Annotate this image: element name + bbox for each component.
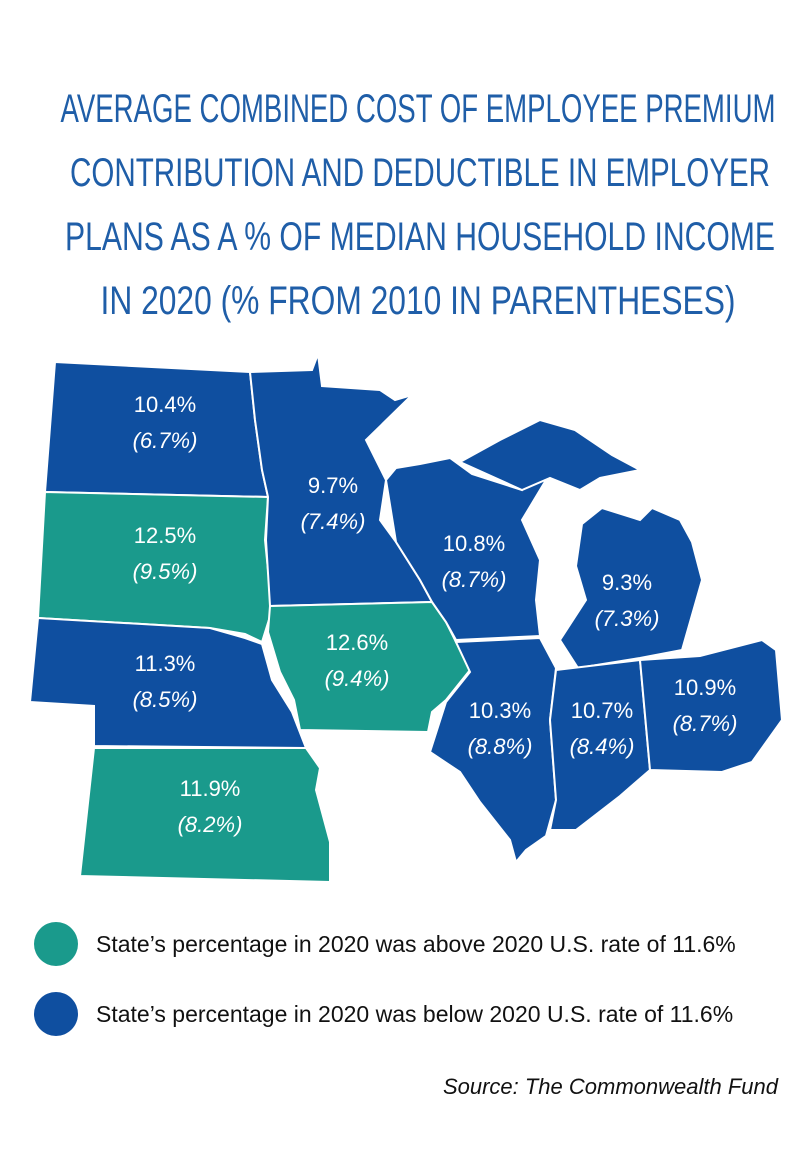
state-value-2020: 10.7% bbox=[571, 698, 633, 723]
state-value-2010: (6.7%) bbox=[133, 428, 198, 453]
state-shape bbox=[384, 456, 548, 642]
state-value-2010: (9.5%) bbox=[133, 559, 198, 584]
state-value-2010: (7.3%) bbox=[595, 606, 660, 631]
state-value-2010: (7.4%) bbox=[301, 509, 366, 534]
state-shape bbox=[638, 638, 784, 774]
title-line: AVERAGE COMBINED COST OF EMPLOYEE PREMIU… bbox=[61, 87, 776, 131]
state-value-2020: 9.3% bbox=[602, 570, 652, 595]
state-value-2010: (8.7%) bbox=[673, 711, 738, 736]
state-value-2020: 10.4% bbox=[134, 392, 196, 417]
state-value-2010: (8.5%) bbox=[133, 687, 198, 712]
state-shape bbox=[248, 353, 434, 608]
state-shape bbox=[28, 616, 308, 750]
title-line: PLANS AS A % OF MEDIAN HOUSEHOLD INCOME bbox=[65, 215, 775, 259]
legend-swatch bbox=[34, 922, 78, 966]
legend-swatch bbox=[34, 992, 78, 1036]
state-value-2010: (8.8%) bbox=[468, 734, 533, 759]
legend-label: State’s percentage in 2020 was above 202… bbox=[96, 931, 736, 957]
state-value-2010: (8.7%) bbox=[442, 567, 507, 592]
source: Source: The Commonwealth Fund bbox=[443, 1074, 779, 1099]
state-value-2010: (9.4%) bbox=[325, 666, 390, 691]
state-shape bbox=[558, 506, 704, 670]
state-value-2010: (8.2%) bbox=[178, 812, 243, 837]
state-shape bbox=[78, 747, 331, 884]
state-value-2020: 11.3% bbox=[135, 651, 196, 676]
title-line: IN 2020 (% FROM 2010 IN PARENTHESES) bbox=[101, 279, 736, 323]
state-value-2020: 10.8% bbox=[443, 531, 505, 556]
state-value-2020: 11.9% bbox=[180, 776, 241, 801]
state-value-2020: 12.5% bbox=[134, 523, 196, 548]
state-shape bbox=[457, 418, 643, 492]
map bbox=[28, 353, 784, 884]
legend: State’s percentage in 2020 was above 202… bbox=[34, 922, 736, 1036]
state-value-2020: 10.9% bbox=[674, 675, 736, 700]
state-value-2020: 12.6% bbox=[326, 630, 388, 655]
title-line: CONTRIBUTION AND DEDUCTIBLE IN EMPLOYER bbox=[70, 151, 770, 195]
state-value-2020: 9.7% bbox=[308, 473, 358, 498]
legend-label: State’s percentage in 2020 was below 202… bbox=[96, 1001, 733, 1027]
state-labels: 10.4% (6.7%) 12.5% (9.5%) 11.3% (8.5%) 11.9% (8… bbox=[133, 392, 738, 837]
state-value-2010: (8.4%) bbox=[570, 734, 635, 759]
state-value-2020: 10.3% bbox=[469, 698, 531, 723]
